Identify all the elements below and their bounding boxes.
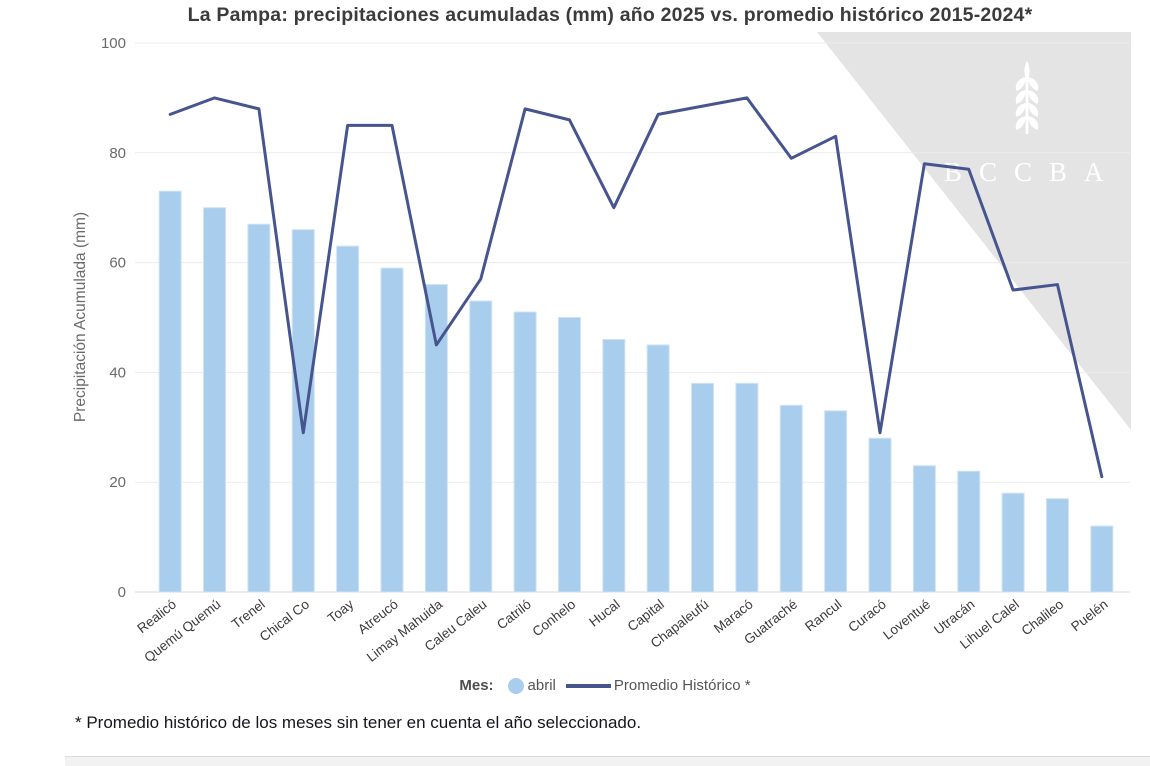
- y-tick-label: 100: [101, 35, 126, 52]
- x-category-label: Hucal: [586, 597, 622, 630]
- x-category-label: Chical Co: [257, 597, 312, 645]
- bar-limay-mahuida[interactable]: [424, 284, 448, 593]
- x-category-label: Conhelo: [529, 597, 578, 640]
- y-tick-label: 60: [109, 255, 126, 272]
- x-category-label: Catriló: [494, 597, 534, 633]
- x-category-label: Loventué: [880, 597, 933, 643]
- bar-loventué[interactable]: [912, 465, 936, 593]
- bar-realicó[interactable]: [158, 190, 182, 593]
- bar-quemú-quemú[interactable]: [203, 207, 227, 593]
- bar-puelén[interactable]: [1090, 525, 1114, 593]
- bar-maracó[interactable]: [735, 382, 759, 593]
- bar-trenel[interactable]: [247, 223, 271, 593]
- bar-atreucó[interactable]: [380, 267, 404, 593]
- chart-title: La Pampa: precipitaciones acumuladas (mm…: [187, 4, 1033, 26]
- legend-title: Mes:: [459, 677, 494, 694]
- footnote: * Promedio histórico de los meses sin te…: [75, 713, 642, 732]
- bar-conhelo[interactable]: [557, 317, 581, 593]
- bar-toay[interactable]: [336, 245, 360, 593]
- bar-guatraché[interactable]: [779, 404, 803, 593]
- bar-chapaleufú[interactable]: [691, 382, 715, 593]
- abril-marker-icon: [507, 677, 524, 694]
- legend-item-label: abril: [527, 677, 556, 694]
- bar-utracán[interactable]: [957, 470, 981, 593]
- bar-rancul[interactable]: [824, 410, 848, 593]
- promedio-historico-line[interactable]: [168, 96, 1104, 479]
- bottom-panel-edge: [65, 756, 1150, 766]
- bar-curacó[interactable]: [868, 437, 892, 593]
- wheat-icon: [1015, 61, 1039, 134]
- bar-chical-co[interactable]: [291, 229, 315, 593]
- y-tick-label: 20: [109, 474, 126, 491]
- bar-catriló[interactable]: [513, 311, 537, 593]
- precipitation-chart: BCCBA 0 20 40 60 80 100 Precipitación Acumula…: [72, 32, 1131, 665]
- legend: Mes: abril Promedio Histórico *: [0, 677, 1150, 694]
- y-tick-label: 0: [118, 584, 126, 601]
- x-category-label: Puelén: [1068, 597, 1110, 635]
- watermark: BCCBA: [817, 32, 1131, 430]
- y-axis-ticks: 0 20 40 60 80 100: [101, 35, 126, 601]
- bar-chalileo[interactable]: [1045, 498, 1069, 593]
- x-category-label: Toay: [325, 596, 357, 626]
- bar-lihuel-calel[interactable]: [1001, 492, 1025, 593]
- y-axis-title: Precipitación Acumulada (mm): [72, 212, 89, 422]
- y-tick-label: 40: [109, 364, 126, 381]
- x-category-label: Trenel: [229, 597, 268, 632]
- y-tick-label: 80: [109, 145, 126, 162]
- promedio-line-icon: [565, 683, 611, 688]
- bar-series-abril: [158, 190, 1114, 593]
- x-category-label: Limay Mahuida: [364, 596, 446, 664]
- x-category-label: Rancul: [802, 597, 844, 635]
- legend-item-label: Promedio Histórico *: [613, 677, 751, 694]
- bar-hucal[interactable]: [602, 338, 626, 593]
- x-category-label: Chalileo: [1019, 597, 1067, 639]
- legend-item-promedio[interactable]: Promedio Histórico *: [556, 677, 751, 694]
- bar-capital[interactable]: [646, 344, 670, 593]
- bar-caleu-caleu[interactable]: [469, 300, 493, 593]
- legend-item-abril[interactable]: abril: [507, 677, 556, 694]
- x-category-label: Quemú Quemú: [141, 597, 223, 666]
- watermark-wedge: [817, 32, 1131, 430]
